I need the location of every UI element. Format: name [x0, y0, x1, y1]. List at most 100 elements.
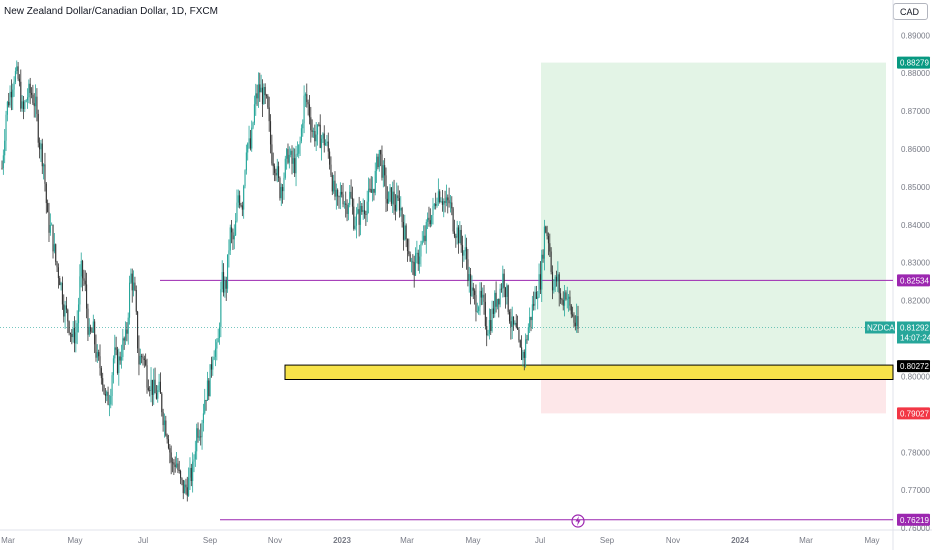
candle-body	[240, 205, 242, 206]
candle-body	[157, 390, 159, 399]
candle-body	[237, 195, 239, 203]
candle-body	[126, 329, 128, 334]
candle-body	[30, 92, 33, 95]
candle-body	[546, 232, 548, 236]
candle-body	[171, 462, 174, 464]
candle-body	[559, 293, 562, 300]
price-axis-label-text: 0.88279	[900, 59, 929, 68]
lightning-icon[interactable]	[571, 514, 585, 528]
candle-body	[303, 95, 305, 124]
candle-body	[8, 101, 10, 106]
candle-body	[409, 254, 411, 262]
price-tick-label: 0.86000	[901, 145, 930, 154]
candle-body	[123, 338, 125, 341]
candle-body	[278, 166, 280, 178]
candle-body	[147, 387, 149, 391]
candle-body	[264, 86, 266, 96]
demand-zone-rect[interactable]	[284, 364, 894, 380]
candle-body	[1, 167, 3, 169]
candle-body	[448, 200, 450, 204]
candle-body	[91, 331, 93, 333]
candle-body	[102, 378, 104, 385]
candle-body	[53, 244, 55, 252]
candle-body	[299, 141, 301, 145]
candle-body	[231, 227, 233, 233]
candle-body	[382, 165, 384, 178]
candle-body	[310, 117, 312, 131]
symbol-tag	[865, 321, 895, 334]
candle-body	[453, 231, 456, 237]
candle-body	[181, 478, 183, 480]
candle-body	[549, 243, 551, 252]
candle-body	[362, 210, 364, 212]
candle-body	[413, 262, 415, 276]
candle-body	[376, 156, 378, 171]
candle-body	[150, 379, 152, 391]
candle-body	[380, 150, 382, 155]
candle-body	[155, 393, 157, 399]
candle-body	[84, 280, 86, 285]
candle-body	[166, 435, 168, 440]
candle-body	[36, 96, 38, 114]
current-price-label	[897, 321, 930, 344]
candle-body	[39, 142, 41, 150]
candle-body	[456, 227, 458, 238]
price-axis-label-text: 0.76219	[900, 516, 929, 525]
candle-body	[163, 420, 166, 426]
candle-body	[463, 251, 465, 256]
candle-body	[323, 133, 325, 146]
candle-body	[16, 66, 18, 72]
candle-body	[41, 143, 43, 167]
candle-body	[271, 144, 273, 164]
candle-body	[61, 282, 63, 305]
candle-body	[64, 305, 66, 317]
candle-body	[476, 311, 478, 312]
candle-body	[239, 195, 241, 206]
candle-body	[507, 285, 509, 312]
price-tick-label: 0.78000	[901, 448, 930, 457]
candle-body	[63, 304, 65, 317]
candle-body	[408, 251, 410, 255]
candle-body	[20, 81, 22, 109]
target-zone[interactable]	[541, 62, 886, 367]
candle-body	[12, 89, 14, 98]
candle-body	[385, 175, 387, 199]
candle-body	[29, 83, 31, 93]
candle-body	[272, 163, 274, 167]
candle-body	[198, 436, 200, 438]
price-axis-label	[897, 407, 930, 420]
candle-body	[75, 332, 77, 344]
candle-body	[566, 298, 568, 300]
candle-body	[214, 348, 217, 357]
candle-body	[423, 235, 425, 241]
candle-body	[334, 180, 336, 197]
candle-body	[122, 338, 124, 357]
time-tick-label: May	[864, 536, 879, 545]
candle-body	[367, 188, 370, 202]
candle-body	[406, 239, 409, 252]
candle-body	[158, 381, 160, 391]
candle-body	[206, 380, 208, 401]
candle-body	[129, 282, 131, 318]
candle-body	[416, 252, 418, 254]
candle-body	[370, 189, 372, 193]
candle-body	[55, 244, 57, 262]
candle-body	[515, 322, 517, 328]
time-axis[interactable]: Mar May Jul Sep Nov 2023 Mar May Jul Sep Nov 2024 Ma…	[1, 536, 879, 545]
candle-body	[498, 298, 500, 305]
candle-body	[286, 149, 288, 159]
candle-body	[514, 322, 516, 325]
candle-body	[402, 221, 405, 240]
candle-body	[276, 166, 278, 176]
candle-body	[212, 359, 214, 370]
candle-body	[451, 202, 453, 209]
candle-body	[65, 305, 67, 310]
candle-body	[161, 393, 163, 413]
chart-title: New Zealand Dollar/Canadian Dollar, 1D, …	[4, 6, 218, 17]
candle-body	[508, 311, 511, 322]
candle-body	[346, 204, 348, 214]
candle-body	[92, 321, 94, 333]
candle-body	[251, 127, 253, 149]
candle-body	[69, 332, 72, 334]
